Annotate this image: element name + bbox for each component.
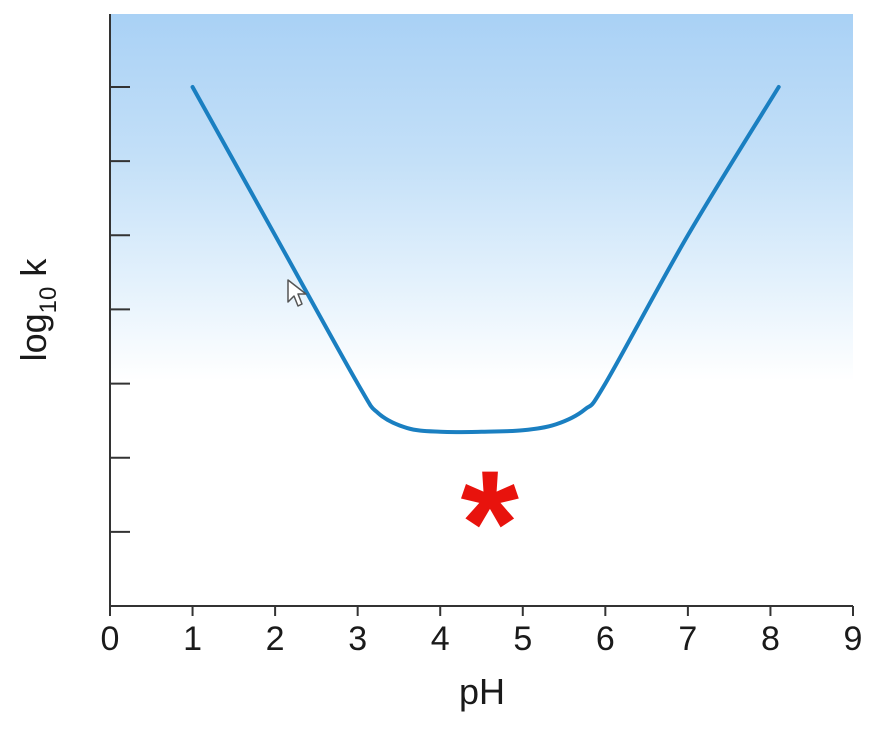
x-tick-label: 6 [596, 620, 615, 658]
x-tick-labels: 0 1 2 3 4 5 6 7 8 9 [101, 620, 863, 658]
x-tick-label: 7 [678, 620, 697, 658]
x-tick-label: 9 [844, 620, 863, 658]
x-tick-label: 3 [348, 620, 367, 658]
y-axis-title-suffix: k [13, 258, 54, 287]
plot-background [110, 14, 853, 606]
x-ticks [109, 606, 854, 616]
x-tick-label: 8 [761, 620, 780, 658]
x-axis-title: pH [459, 671, 505, 712]
x-tick-label: 5 [513, 620, 532, 658]
y-ticks [110, 86, 130, 607]
y-axis-title-base: log [13, 313, 54, 361]
x-tick-label: 1 [183, 620, 202, 658]
y-axis-title-subscript: 10 [35, 287, 62, 314]
x-tick-label: 0 [101, 620, 120, 658]
x-tick-label: 2 [266, 620, 285, 658]
series-line [190, 85, 781, 435]
cursor-pointer-icon [287, 279, 307, 307]
y-axis-title: log10 k [13, 258, 62, 362]
asterisk-annotation: * [461, 439, 520, 607]
x-tick-label: 4 [431, 620, 450, 658]
